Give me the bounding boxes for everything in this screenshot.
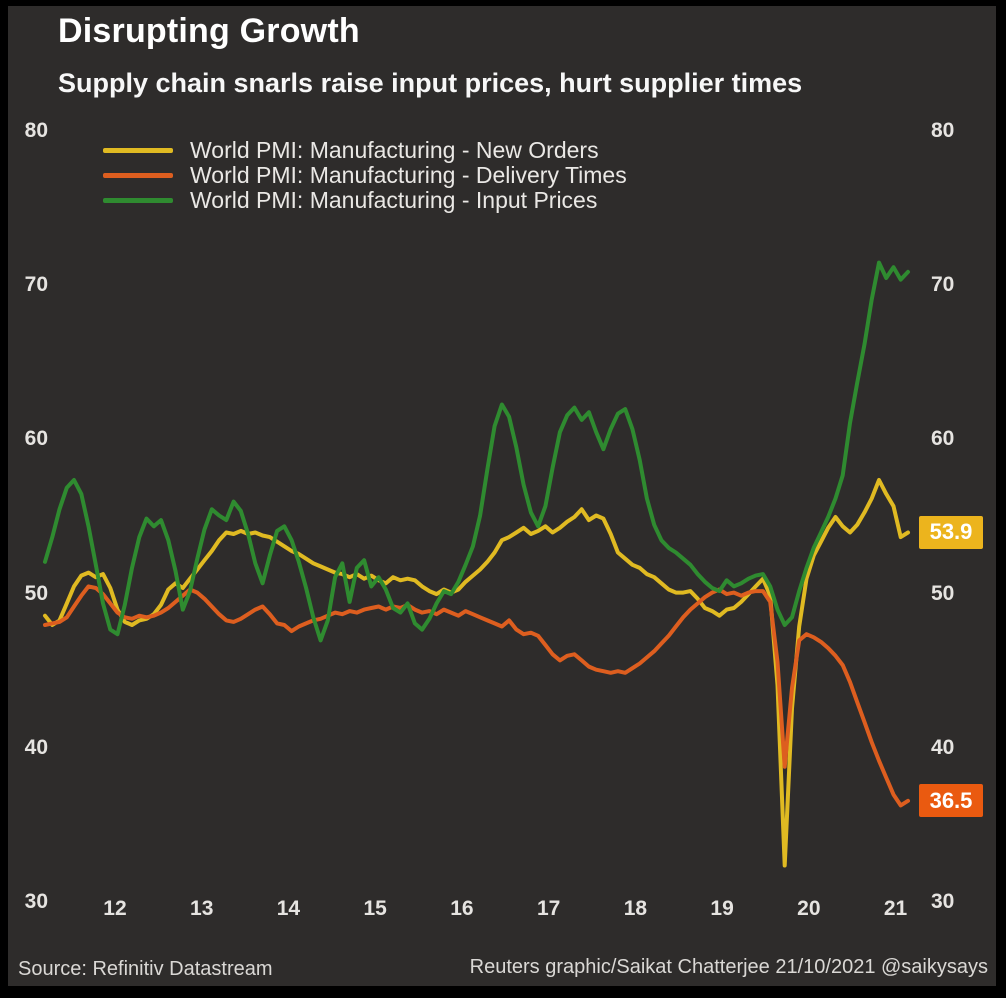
y-axis-label-left: 40 (24, 735, 48, 759)
y-axis-label-left: 30 (24, 890, 48, 913)
graphic-credit: Reuters graphic/Saikat Chatterjee 21/10/… (469, 956, 988, 978)
legend-label-delivery-times: World PMI: Manufacturing - Delivery Time… (190, 162, 627, 188)
legend-item-input-prices: World PMI: Manufacturing - Input Prices (103, 187, 627, 213)
x-axis-label-year: 21 (883, 897, 908, 920)
source-attribution: Source: Refinitiv Datastream (18, 958, 273, 980)
x-axis-label-year: 19 (710, 897, 734, 920)
legend-item-new-orders: World PMI: Manufacturing - New Orders (103, 137, 627, 163)
x-axis-label-year: 12 (103, 897, 127, 920)
latest-value-label-delivery-times: 36.5 (919, 784, 983, 818)
legend-label-new-orders: World PMI: Manufacturing - New Orders (190, 137, 599, 163)
y-axis-label-right: 40 (931, 735, 955, 759)
latest-value-label-new-orders: 53.9 (919, 515, 983, 549)
input-prices-line-swatch (103, 198, 173, 203)
x-axis-label-year: 17 (536, 897, 561, 920)
legend-item-delivery-times: World PMI: Manufacturing - Delivery Time… (103, 162, 627, 188)
x-axis-label-year: 16 (450, 897, 474, 920)
x-axis-label-year: 15 (363, 897, 387, 920)
y-axis-label-right: 80 (931, 119, 955, 142)
chart-subtitle: Supply chain snarls raise input prices, … (58, 68, 803, 98)
y-axis-label-right: 30 (931, 890, 955, 913)
legend: World PMI: Manufacturing - New Orders Wo… (103, 137, 627, 213)
legend-label-input-prices: World PMI: Manufacturing - Input Prices (190, 187, 598, 213)
delivery-times-line-swatch (103, 173, 173, 178)
chart-title: Disrupting Growth (58, 12, 360, 50)
y-axis-label-left: 50 (24, 581, 48, 605)
y-axis-label-left: 60 (24, 427, 48, 451)
x-axis-label-year: 20 (797, 897, 821, 920)
x-axis-label-year: 14 (276, 897, 301, 920)
new-orders-line-swatch (103, 148, 173, 153)
y-axis-label-right: 50 (931, 581, 955, 605)
x-axis-label-year: 18 (623, 897, 648, 920)
y-axis-label-left: 80 (24, 119, 48, 142)
y-axis-label-left: 70 (24, 273, 48, 297)
y-axis-label-right: 70 (931, 273, 955, 297)
x-axis-label-year: 13 (190, 897, 214, 920)
y-axis-label-right: 60 (931, 427, 955, 451)
